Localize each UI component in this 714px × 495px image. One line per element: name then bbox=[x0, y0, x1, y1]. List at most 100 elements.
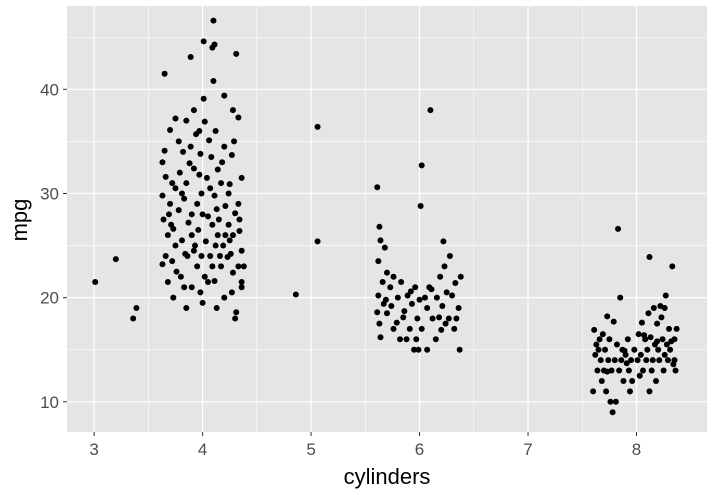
data-point bbox=[377, 334, 384, 341]
data-point bbox=[214, 166, 221, 173]
data-point bbox=[229, 269, 236, 276]
data-point bbox=[421, 294, 428, 301]
data-point bbox=[604, 313, 611, 320]
y-tick-label: 10 bbox=[40, 393, 59, 412]
data-point bbox=[436, 314, 443, 321]
data-point bbox=[197, 289, 204, 296]
data-point bbox=[164, 232, 171, 239]
data-point bbox=[159, 192, 166, 199]
data-point bbox=[634, 357, 641, 364]
data-point bbox=[591, 326, 598, 333]
data-point bbox=[457, 273, 464, 280]
data-point bbox=[446, 252, 453, 259]
data-point bbox=[231, 138, 238, 145]
data-point bbox=[236, 216, 243, 223]
data-point bbox=[225, 190, 232, 197]
data-point bbox=[449, 292, 456, 299]
data-point bbox=[195, 226, 202, 233]
data-point bbox=[228, 151, 235, 158]
data-point bbox=[207, 252, 214, 259]
data-point bbox=[170, 294, 177, 301]
data-point bbox=[617, 294, 624, 301]
data-point bbox=[205, 279, 212, 286]
data-point bbox=[646, 388, 653, 395]
data-point bbox=[212, 127, 219, 134]
data-point bbox=[407, 288, 414, 295]
data-point bbox=[441, 263, 448, 270]
data-point bbox=[226, 181, 233, 188]
data-point bbox=[228, 289, 235, 296]
data-point bbox=[439, 302, 446, 309]
data-point bbox=[606, 336, 613, 343]
data-point bbox=[658, 314, 665, 321]
data-point bbox=[375, 258, 382, 265]
data-point bbox=[664, 357, 671, 364]
data-point bbox=[390, 325, 397, 332]
data-point bbox=[209, 263, 216, 270]
data-point bbox=[643, 357, 650, 364]
data-point bbox=[401, 308, 408, 315]
data-point bbox=[598, 377, 605, 384]
x-tick-label: 6 bbox=[415, 440, 424, 459]
data-point bbox=[429, 315, 436, 322]
data-point bbox=[196, 171, 203, 178]
data-point bbox=[640, 367, 646, 374]
data-point bbox=[432, 336, 439, 343]
data-point bbox=[222, 232, 229, 239]
data-point bbox=[240, 263, 247, 270]
data-point bbox=[604, 368, 611, 375]
data-point bbox=[172, 185, 179, 192]
data-point bbox=[628, 357, 635, 364]
data-point bbox=[220, 242, 227, 249]
data-point bbox=[200, 38, 207, 45]
data-point bbox=[641, 332, 648, 339]
data-point bbox=[438, 326, 445, 333]
data-point bbox=[661, 305, 668, 312]
data-point bbox=[192, 242, 198, 249]
data-point bbox=[443, 289, 450, 296]
data-point bbox=[654, 320, 661, 327]
data-point bbox=[670, 361, 677, 368]
data-point bbox=[426, 284, 433, 291]
y-axis: 10 20 30 40 bbox=[40, 80, 67, 412]
data-point bbox=[636, 372, 643, 379]
data-point bbox=[173, 268, 180, 275]
data-point bbox=[596, 336, 603, 343]
data-point bbox=[414, 315, 421, 322]
data-point bbox=[607, 398, 614, 405]
data-point bbox=[235, 114, 242, 121]
y-tick-label: 20 bbox=[40, 289, 59, 308]
data-point bbox=[178, 190, 185, 197]
data-point bbox=[198, 252, 205, 259]
data-point bbox=[161, 147, 168, 154]
data-point bbox=[592, 351, 599, 358]
data-point bbox=[168, 221, 175, 228]
data-point bbox=[209, 44, 216, 51]
data-point bbox=[616, 367, 623, 374]
data-point bbox=[238, 174, 245, 181]
data-point bbox=[175, 207, 182, 214]
data-point bbox=[205, 213, 212, 220]
data-point bbox=[162, 252, 169, 259]
data-point bbox=[635, 331, 642, 338]
data-point bbox=[218, 180, 225, 187]
data-point bbox=[662, 292, 669, 299]
data-point bbox=[621, 347, 628, 354]
data-point bbox=[229, 107, 236, 114]
data-point bbox=[424, 305, 431, 312]
data-point bbox=[390, 273, 397, 280]
data-point bbox=[442, 320, 449, 327]
data-point bbox=[213, 206, 220, 213]
data-point bbox=[216, 252, 223, 259]
data-point bbox=[452, 280, 459, 287]
data-point bbox=[180, 148, 187, 155]
data-point bbox=[200, 95, 207, 102]
data-point bbox=[613, 341, 620, 348]
data-point bbox=[376, 320, 383, 327]
data-point bbox=[167, 200, 174, 207]
data-point bbox=[645, 310, 652, 317]
data-point bbox=[615, 225, 622, 232]
data-point bbox=[186, 160, 193, 167]
data-point bbox=[112, 256, 119, 263]
data-point bbox=[236, 227, 243, 234]
